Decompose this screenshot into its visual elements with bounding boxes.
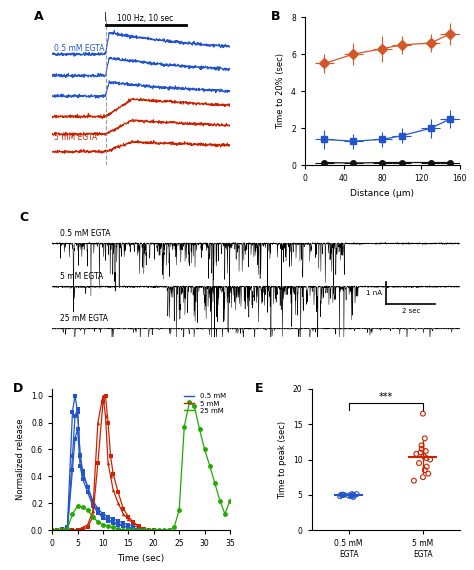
Text: C: C xyxy=(19,211,28,224)
Text: |: | xyxy=(104,12,107,21)
Point xyxy=(415,458,423,467)
Point xyxy=(349,490,357,499)
Text: A: A xyxy=(34,10,44,23)
Text: 2 sec: 2 sec xyxy=(401,308,420,314)
Point xyxy=(418,445,426,454)
Y-axis label: Time to 20% (sec): Time to 20% (sec) xyxy=(276,53,285,129)
Point xyxy=(423,454,430,463)
X-axis label: Distance (μm): Distance (μm) xyxy=(350,189,414,198)
Text: ***: *** xyxy=(379,392,393,402)
Point xyxy=(419,409,427,418)
Text: 100 Hz, 10 sec: 100 Hz, 10 sec xyxy=(118,14,173,23)
Y-axis label: Normalized release: Normalized release xyxy=(17,419,26,500)
Point xyxy=(353,490,360,499)
Text: 1 nA: 1 nA xyxy=(366,290,383,296)
Point xyxy=(419,451,427,461)
Point xyxy=(350,492,357,502)
Point xyxy=(340,490,347,499)
Text: 5 mM EGTA: 5 mM EGTA xyxy=(60,272,103,281)
Point xyxy=(337,490,345,499)
Point xyxy=(417,448,424,457)
Point xyxy=(345,491,352,500)
Point xyxy=(421,466,428,475)
Text: D: D xyxy=(13,382,23,395)
Point xyxy=(339,490,347,499)
Text: 0.5 mM EGTA: 0.5 mM EGTA xyxy=(60,229,111,238)
Point xyxy=(339,490,346,499)
Point xyxy=(410,476,418,485)
Point xyxy=(349,491,357,500)
Legend: 0.5 mM, 5 mM, 25 mM: 0.5 mM, 5 mM, 25 mM xyxy=(181,390,228,417)
Text: B: B xyxy=(271,10,281,23)
Point xyxy=(423,462,430,471)
Text: 5 mM EGTA: 5 mM EGTA xyxy=(54,133,97,141)
Point xyxy=(348,490,356,499)
Point xyxy=(421,434,428,443)
Point xyxy=(418,441,425,450)
Text: E: E xyxy=(255,382,264,395)
Point xyxy=(419,473,427,482)
X-axis label: Time (sec): Time (sec) xyxy=(118,553,164,563)
Point xyxy=(426,455,434,464)
Point xyxy=(425,469,432,478)
Point xyxy=(336,492,344,501)
Point xyxy=(347,492,355,501)
Point xyxy=(422,446,429,455)
Point xyxy=(412,449,420,458)
Text: 0.5 mM EGTA: 0.5 mM EGTA xyxy=(54,44,104,52)
Y-axis label: Time to peak (sec): Time to peak (sec) xyxy=(278,421,287,499)
Text: 25 mM EGTA: 25 mM EGTA xyxy=(60,314,108,323)
